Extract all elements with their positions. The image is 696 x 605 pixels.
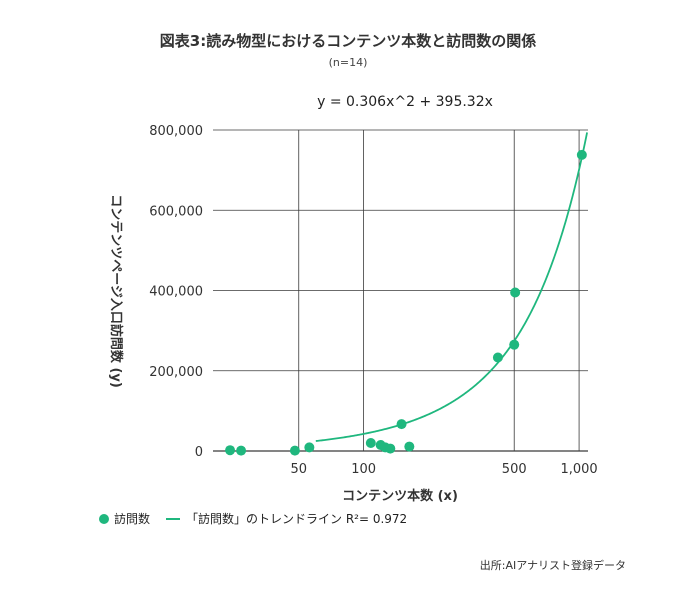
x-tick-label: 1,000 <box>560 462 597 477</box>
data-point <box>396 419 407 430</box>
y-tick-label: 400,000 <box>149 285 203 300</box>
y-tick-label: 600,000 <box>149 204 203 219</box>
x-tick-label: 500 <box>502 462 527 477</box>
chart-title: 図表3:読み物型におけるコンテンツ本数と訪問数の関係 <box>159 32 537 50</box>
x-tick-label: 100 <box>351 462 376 477</box>
source-note: 出所:AIアナリスト登録データ <box>479 559 626 572</box>
legend: 訪問数 「訪問数」のトレンドライン R²= 0.972 <box>99 511 407 526</box>
x-axis-label: コンテンツ本数 (x) <box>342 488 458 504</box>
data-point <box>576 149 587 160</box>
legend-label-points: 訪問数 <box>114 511 150 526</box>
y-tick-label: 200,000 <box>149 365 203 380</box>
data-point <box>404 441 415 452</box>
y-tick-label: 0 <box>195 445 203 460</box>
legend-marker-dot <box>99 514 109 524</box>
data-point <box>509 339 520 350</box>
axes: 0 200,000 400,000 600,000 800,000 50 100 500 1,0… <box>149 124 597 477</box>
scatter-points <box>225 149 587 456</box>
trendline-layer <box>315 132 588 442</box>
trendline <box>315 132 588 442</box>
data-point <box>492 352 503 363</box>
data-point <box>304 442 315 453</box>
chart-subtitle: (n=14) <box>328 56 368 69</box>
data-point <box>236 445 247 456</box>
y-tick-label: 800,000 <box>149 124 203 139</box>
x-tick-label: 50 <box>290 462 307 477</box>
trendline-equation: y = 0.306x^2 + 395.32x <box>317 94 493 110</box>
grid-lines <box>213 129 588 452</box>
data-point <box>365 437 376 448</box>
data-point <box>225 445 236 456</box>
data-point <box>385 443 396 454</box>
y-axis-label: コンテンツページ入口訪問数 (y) <box>108 194 124 388</box>
data-point <box>289 445 300 456</box>
data-point <box>510 287 521 298</box>
legend-label-trendline: 「訪問数」のトレンドライン R²= 0.972 <box>186 511 407 526</box>
